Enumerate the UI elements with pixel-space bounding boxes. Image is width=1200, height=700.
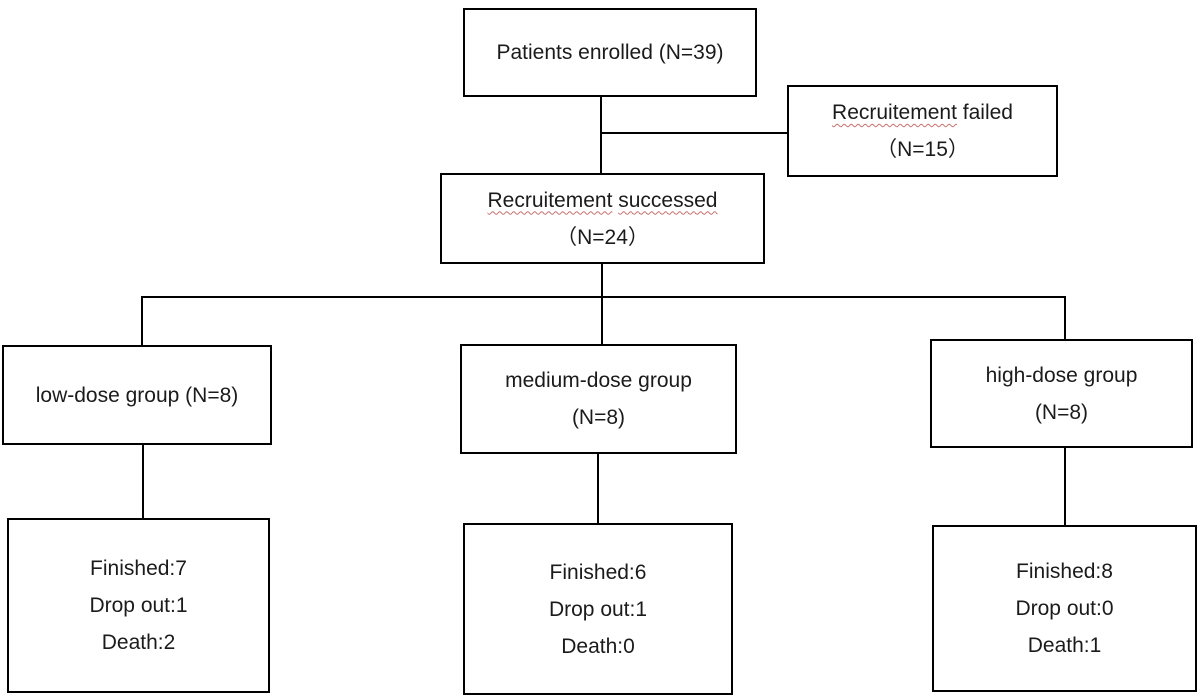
node-count: （N=24） — [556, 225, 649, 249]
label-rest: failed — [962, 101, 1013, 124]
outcome-dropout: Drop out:1 — [89, 594, 188, 617]
connector-branch-horizontal — [141, 296, 1066, 298]
node-low-dose-group: low-dose group (N=8) — [2, 345, 272, 445]
outcome-death: Death:1 — [1027, 634, 1102, 657]
connector-enrolled-to-successed — [600, 97, 602, 174]
misspelled-word: Recruitement — [832, 101, 957, 124]
node-label: Recruitement successed — [488, 182, 718, 219]
outcome-dropout: Drop out:1 — [548, 597, 648, 621]
node-high-dose-group: high-dose group (N=8) — [930, 339, 1193, 448]
node-patients-enrolled: Patients enrolled (N=39) — [463, 8, 757, 97]
node-label: medium-dose group — [505, 369, 692, 392]
misspelled-word: successed — [618, 188, 718, 212]
connector-high-to-outcome — [1064, 448, 1066, 525]
connector-branch-to-medium — [601, 296, 603, 344]
connector-successed-to-branch — [601, 264, 603, 298]
connector-to-failed — [600, 132, 787, 134]
node-medium-dose-outcome: Finished:6 Drop out:1 Death:0 — [463, 523, 733, 695]
node-label: Recruitement failed — [832, 94, 1013, 131]
node-count: (N=8) — [1034, 400, 1089, 424]
node-count: （N=15） — [876, 138, 969, 161]
node-count: (N=8) — [571, 406, 626, 429]
node-label: high-dose group — [985, 363, 1138, 387]
misspelled-word: Recruitement — [487, 188, 613, 212]
connector-branch-to-low — [141, 296, 143, 345]
outcome-dropout: Drop out:0 — [1015, 597, 1114, 620]
node-recruitment-failed: Recruitement failed （N=15） — [787, 85, 1058, 177]
connector-branch-to-high — [1064, 296, 1066, 339]
outcome-finished: Finished:8 — [1016, 560, 1113, 583]
outcome-death: Death:0 — [561, 634, 635, 658]
outcome-finished: Finished:6 — [549, 560, 647, 584]
node-low-dose-outcome: Finished:7 Drop out:1 Death:2 — [7, 518, 270, 693]
node-label: Patients enrolled (N=39) — [496, 41, 724, 64]
connector-medium-to-outcome — [597, 454, 599, 523]
outcome-finished: Finished:7 — [90, 557, 187, 580]
node-medium-dose-group: medium-dose group (N=8) — [460, 344, 737, 454]
outcome-death: Death:2 — [101, 631, 176, 654]
node-recruitment-successed: Recruitement successed （N=24） — [440, 173, 765, 264]
connector-low-to-outcome — [142, 445, 144, 518]
node-high-dose-outcome: Finished:8 Drop out:0 Death:1 — [932, 525, 1197, 692]
node-label: low-dose group (N=8) — [35, 383, 239, 407]
